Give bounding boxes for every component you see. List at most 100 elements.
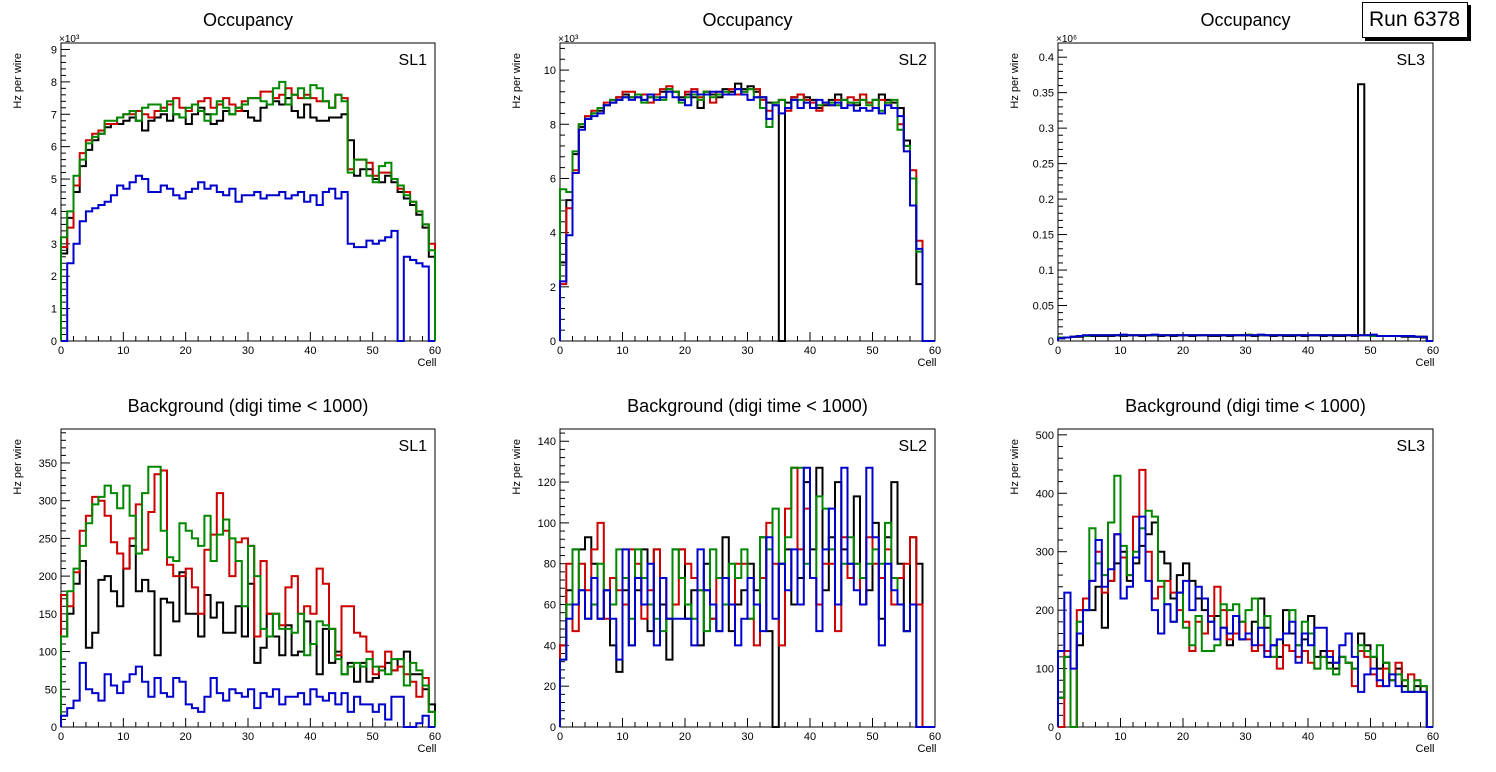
x-tick-label: 10 <box>616 345 628 357</box>
y-tick-label: 3 <box>51 239 57 251</box>
superlayer-label: SL2 <box>899 438 928 455</box>
y-tick-label: 0 <box>550 336 556 348</box>
y-tick-label: 0.35 <box>1033 88 1054 100</box>
superlayer-label: SL1 <box>399 438 428 455</box>
y-tick-label: 8 <box>550 119 556 131</box>
y-axis: 0 50 100 150 200 250 300 350 Hz per wire <box>12 432 70 734</box>
y-tick-label: 2 <box>51 271 57 283</box>
chart-panel-5: Background (digi time < 1000) 0 10 20 30 40 50… <box>511 396 941 755</box>
run-label-box: Run 6378 <box>1362 2 1468 38</box>
x-axis-label: Cell <box>918 357 937 369</box>
superlayer-label: SL3 <box>1397 52 1426 69</box>
x-tick-label: 20 <box>180 731 192 743</box>
x-tick-label: 60 <box>429 345 441 357</box>
x-tick-label: 50 <box>1364 731 1376 743</box>
series-black-line <box>559 82 935 342</box>
x-tick-label: 30 <box>741 345 753 357</box>
x-tick-label: 0 <box>1055 345 1061 357</box>
x-tick-label: 40 <box>1302 731 1314 743</box>
y-tick-label: 0 <box>550 722 556 734</box>
y-tick-label: 9 <box>51 44 57 56</box>
x-tick-label: 30 <box>242 345 254 357</box>
y-axis: 0 2 4 6 8 10 Hz per wire ×10³ <box>511 34 579 348</box>
x-tick-label: 30 <box>1239 731 1251 743</box>
y-tick-label: 0.4 <box>1039 52 1054 64</box>
y-axis-label: Hz per wire <box>1009 439 1021 495</box>
x-tick-label: 60 <box>929 731 941 743</box>
x-tick-label: 10 <box>117 345 129 357</box>
x-tick-label: 0 <box>58 731 64 743</box>
y-axis-label: Hz per wire <box>12 53 24 109</box>
x-tick-label: 40 <box>304 731 316 743</box>
y-tick-label: 200 <box>39 571 57 583</box>
y-tick-label: 5 <box>51 174 57 186</box>
y-tick-label: 40 <box>544 640 556 652</box>
x-axis-label: Cell <box>1416 743 1435 755</box>
y-tick-label: 1 <box>51 304 57 316</box>
series-group <box>1057 468 1433 728</box>
y-tick-label: 8 <box>51 77 57 89</box>
y-tick-label: 0 <box>1048 336 1054 348</box>
y-tick-label: 100 <box>1036 664 1054 676</box>
y-tick-label: 140 <box>538 436 556 448</box>
y-tick-label: 0.15 <box>1033 230 1054 242</box>
x-tick-label: 40 <box>804 345 816 357</box>
x-tick-label: 10 <box>616 731 628 743</box>
x-tick-label: 20 <box>1177 731 1189 743</box>
y-exponent-label: ×10³ <box>558 34 579 45</box>
x-tick-label: 50 <box>367 345 379 357</box>
y-axis: 0 1 2 3 4 5 6 7 8 9 Hz per wire ×10³ <box>12 34 80 348</box>
series-group <box>559 466 935 728</box>
y-tick-label: 0 <box>51 336 57 348</box>
series-blue-line <box>61 174 435 342</box>
x-tick-label: 0 <box>58 345 64 357</box>
series-blue-line <box>1057 515 1433 728</box>
x-tick-label: 50 <box>866 345 878 357</box>
x-axis-label: Cell <box>918 743 937 755</box>
x-tick-label: 0 <box>1055 731 1061 743</box>
y-tick-label: 0.2 <box>1039 194 1054 206</box>
series-black-line <box>1057 83 1433 342</box>
y-axis: 0 0.05 0.1 0.15 0.2 0.25 0.3 0.35 0.4 Hz per wire… <box>1009 34 1077 348</box>
y-tick-label: 6 <box>51 142 57 154</box>
x-tick-label: 0 <box>557 731 563 743</box>
run-label: Run 6378 <box>1369 8 1461 31</box>
x-tick-label: 40 <box>804 731 816 743</box>
y-tick-label: 0.05 <box>1033 301 1054 313</box>
x-tick-label: 40 <box>304 345 316 357</box>
y-tick-label: 6 <box>550 173 556 185</box>
chart-title: Occupancy <box>1200 10 1290 30</box>
y-tick-label: 100 <box>538 518 556 530</box>
x-tick-label: 50 <box>367 731 379 743</box>
x-tick-label: 20 <box>1177 345 1189 357</box>
series-blue-line <box>60 661 435 728</box>
y-tick-label: 2 <box>550 282 556 294</box>
y-tick-label: 300 <box>1036 547 1054 559</box>
x-tick-label: 20 <box>679 731 691 743</box>
series-green-line <box>60 80 436 341</box>
series-red-line <box>559 85 935 342</box>
y-tick-label: 200 <box>1036 605 1054 617</box>
plot-frame <box>1057 42 1434 342</box>
y-tick-label: 80 <box>544 559 556 571</box>
series-group <box>60 80 436 342</box>
x-tick-label: 50 <box>1364 345 1376 357</box>
y-tick-label: 0.25 <box>1033 159 1054 171</box>
x-tick-label: 10 <box>1114 731 1126 743</box>
x-tick-label: 0 <box>557 345 563 357</box>
y-tick-label: 0 <box>1048 722 1054 734</box>
y-tick-label: 7 <box>51 109 57 121</box>
y-tick-label: 10 <box>544 65 556 77</box>
series-green-line <box>559 88 935 342</box>
y-tick-label: 120 <box>538 477 556 489</box>
chart-panel-6: Background (digi time < 1000) 0 10 20 30 40 50… <box>1009 396 1439 755</box>
chart-panel-4: Background (digi time < 1000) 0 10 20 30 40 50… <box>12 396 441 755</box>
x-tick-label: 30 <box>242 731 254 743</box>
x-axis-label: Cell <box>1416 357 1435 369</box>
